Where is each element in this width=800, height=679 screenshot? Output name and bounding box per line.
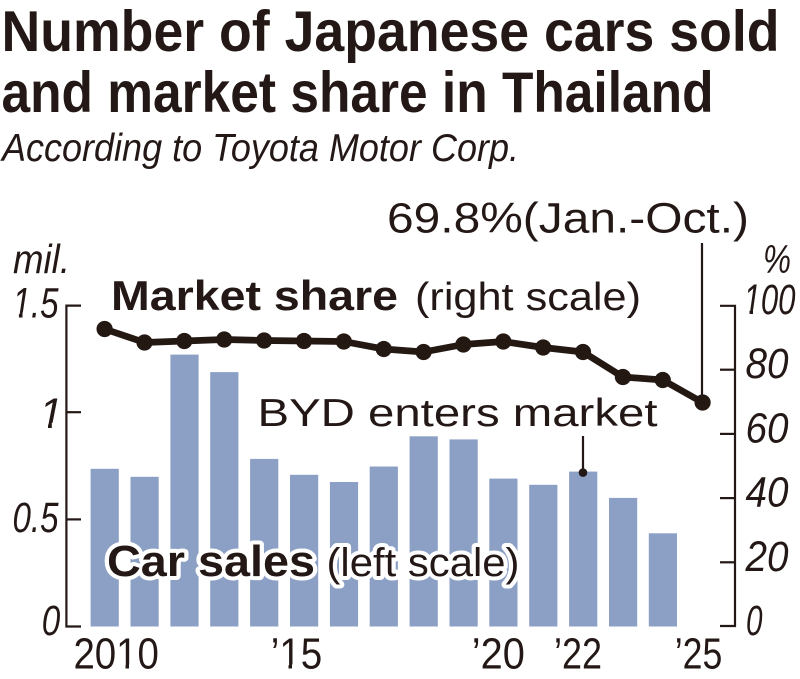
svg-text:0: 0 <box>42 597 61 645</box>
svg-text:0.5: 0.5 <box>13 494 60 542</box>
svg-text:BYD enters market: BYD enters market <box>258 392 658 435</box>
svg-text:100: 100 <box>744 276 796 324</box>
svg-text:According to Toyota Motor Corp: According to Toyota Motor Corp. <box>0 127 519 170</box>
svg-text:80: 80 <box>746 340 789 388</box>
svg-text:2010: 2010 <box>73 630 159 679</box>
svg-text:0: 0 <box>746 597 763 645</box>
svg-text:mil.: mil. <box>13 236 70 282</box>
svg-text:Number of Japanese cars sold: Number of Japanese cars sold <box>2 0 780 64</box>
svg-text:Market share: Market share <box>111 272 398 319</box>
svg-text:20: 20 <box>745 533 789 581</box>
svg-text:69.8%(Jan.-Oct.): 69.8%(Jan.-Oct.) <box>387 195 749 243</box>
svg-text:1.5: 1.5 <box>13 280 60 328</box>
svg-text:(right scale): (right scale) <box>415 276 641 319</box>
svg-text:’22: ’22 <box>554 630 602 679</box>
svg-text:and market share in Thailand: and market share in Thailand <box>2 61 714 125</box>
svg-text:1: 1 <box>39 390 63 438</box>
svg-text:Car sales: Car sales <box>107 537 315 586</box>
svg-text:’15: ’15 <box>271 630 323 679</box>
svg-text:60: 60 <box>746 404 789 452</box>
svg-text:40: 40 <box>746 469 789 517</box>
svg-text:’20: ’20 <box>472 630 525 679</box>
svg-text:%: % <box>763 238 791 282</box>
svg-text:’25: ’25 <box>675 630 723 679</box>
svg-text:(left scale): (left scale) <box>327 541 520 585</box>
